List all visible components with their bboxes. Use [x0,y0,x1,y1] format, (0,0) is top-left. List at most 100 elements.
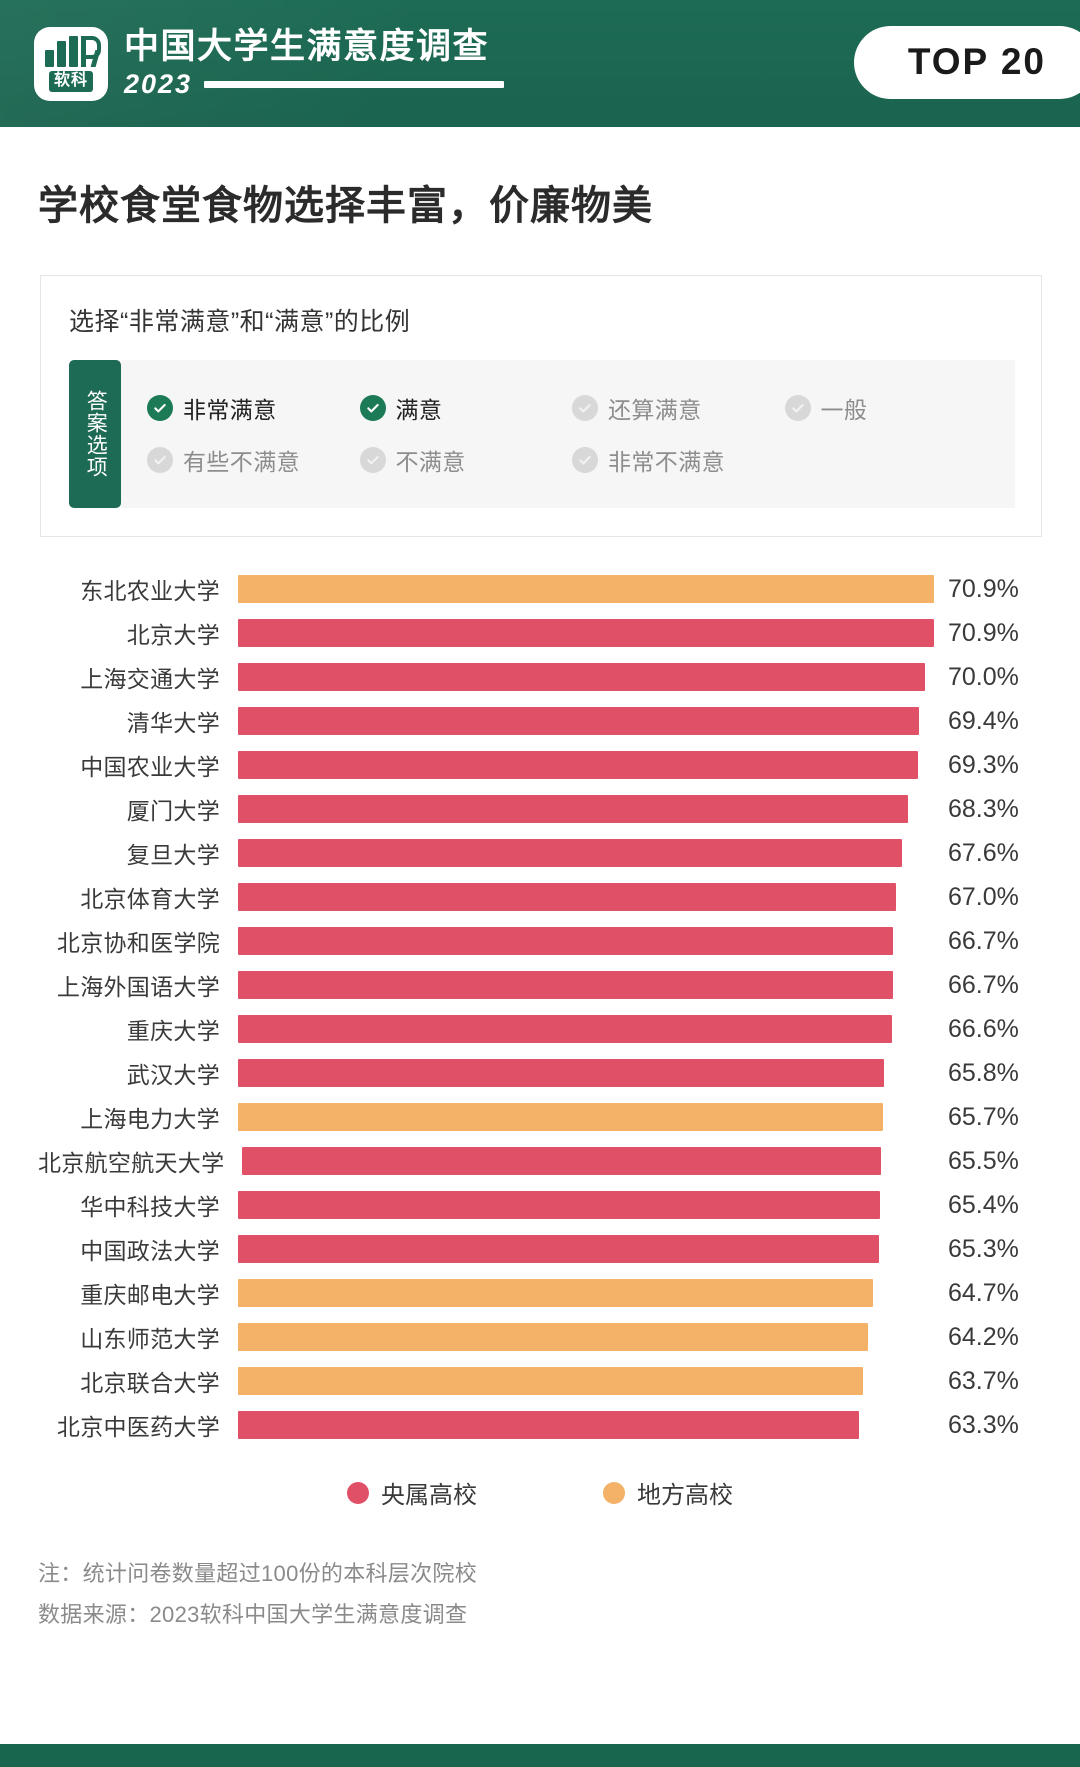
answer-options-tag: 答案选项 [69,360,121,508]
option-5[interactable]: 有些不满意 [147,434,360,486]
chart-row: 山东师范大学 64.2% [38,1315,1044,1359]
chart-value-label: 70.0% [948,662,1019,691]
chart-bar-track [238,707,934,735]
chart-bar [238,927,893,955]
chart-row: 华中科技大学 65.4% [38,1183,1044,1227]
chart-bar [238,1015,892,1043]
content-card: 学校食堂食物选择丰富，价廉物美 选择“非常满意”和“满意”的比例 答案选项 非常… [0,127,1080,1744]
chart-row: 北京中医药大学 63.3% [38,1403,1044,1447]
chart-bar [238,839,902,867]
check-circle-muted-icon [784,395,811,421]
chart-row: 厦门大学 68.3% [38,787,1044,831]
chart-bar-track [238,883,934,911]
chart-legend: 央属高校 地方高校 [0,1475,1080,1510]
option-7[interactable]: 非常不满意 [572,434,785,486]
chart-row: 上海电力大学 65.7% [38,1095,1044,1139]
chart-value-label: 64.7% [948,1278,1019,1307]
chart-row: 中国政法大学 65.3% [38,1227,1044,1271]
chart-category-label: 山东师范大学 [80,1326,220,1352]
logo-word: 软科 [48,70,93,93]
chart-bar-track [238,839,934,867]
chart-category-label: 北京航空航天大学 [38,1150,225,1176]
chart-bar-track [238,1103,934,1131]
page-title: 学校食堂食物选择丰富，价廉物美 [38,184,653,228]
bar-chart-icon [45,35,101,67]
chart-row: 北京大学 70.9% [38,611,1044,655]
chart-value-label: 70.9% [948,618,1019,647]
chart-row: 上海外国语大学 66.7% [38,963,1044,1007]
chart-value-label: 70.9% [948,574,1019,603]
chart-row: 北京联合大学 63.7% [38,1359,1044,1403]
legend-color-dot [347,1481,369,1504]
chart-bar [238,1367,864,1395]
chart-category-label: 复旦大学 [126,842,220,868]
chart-category-label: 北京协和医学院 [56,930,220,956]
chart-bar-track [242,1147,934,1175]
chart-row: 复旦大学 67.6% [38,831,1044,875]
check-circle-filled-icon [359,395,386,421]
top-rank-badge: TOP 20 [853,26,1080,99]
chart-category-label: 北京体育大学 [80,886,220,912]
chart-bar-track [238,1235,934,1263]
chart-category-label: 上海电力大学 [80,1106,220,1132]
chart-value-label: 65.4% [948,1190,1019,1219]
chart-value-label: 65.5% [948,1146,1019,1175]
footnote-line: 注：统计问卷数量超过100份的本科层次院校 [38,1561,478,1586]
chart-value-label: 67.0% [948,882,1019,911]
ruanke-logo-icon: 软科 [34,26,108,101]
chart-bar [238,575,934,603]
brand-subline: 2023 [124,69,505,100]
chart-value-label: 69.3% [948,750,1019,779]
chart-bar [238,1323,869,1351]
chart-bar-track [238,619,934,647]
option-3[interactable]: 还算满意 [572,382,785,434]
chart-value-label: 64.2% [948,1322,1019,1351]
chart-bar [238,1279,874,1307]
chart-value-label: 66.7% [948,926,1019,955]
brand-year: 2023 [124,69,193,100]
legend-label: 地方高校 [637,1482,733,1509]
chart-value-label: 66.6% [948,1014,1019,1043]
option-label: 不满意 [395,449,466,475]
chart-row: 中国农业大学 69.3% [38,743,1044,787]
option-6[interactable]: 不满意 [359,434,573,486]
chart-category-label: 东北农业大学 [80,578,220,604]
chart-row: 北京体育大学 67.0% [38,875,1044,919]
chart-category-label: 北京联合大学 [80,1370,220,1396]
option-2[interactable]: 满意 [359,382,573,434]
chart-row: 北京协和医学院 66.7% [38,919,1044,963]
chart-bar [238,1235,880,1263]
option-label: 有些不满意 [183,449,300,475]
chart-bar [238,1059,884,1087]
chart-bar [242,1147,882,1175]
chart-bar [238,1103,883,1131]
option-label: 非常满意 [183,397,277,423]
chart-category-label: 厦门大学 [126,798,220,824]
chart-value-label: 63.7% [948,1366,1019,1395]
check-circle-muted-icon [359,447,386,473]
check-circle-muted-icon [572,447,598,473]
option-1[interactable]: 非常满意 [147,382,360,434]
chart-value-label: 65.8% [948,1058,1019,1087]
options-question: 选择“非常满意”和“满意”的比例 [69,308,411,336]
check-circle-muted-icon [572,395,598,421]
chart-category-label: 华中科技大学 [80,1194,220,1220]
letter-r-icon [81,35,101,67]
check-circle-filled-icon [147,395,173,421]
legend-item-1: 央属高校 [347,1475,477,1510]
chart-row: 重庆邮电大学 64.7% [38,1271,1044,1315]
legend-item-2: 地方高校 [603,1475,733,1510]
chart-value-label: 67.6% [948,838,1019,867]
chart-category-label: 清华大学 [126,710,220,736]
option-label: 满意 [395,397,443,423]
chart-value-label: 63.3% [948,1410,1019,1439]
chart-bar-track [238,1191,934,1219]
chart-category-label: 中国政法大学 [80,1238,220,1264]
chart-bar-track [238,1323,934,1351]
chart-bar [238,663,926,691]
brand-text: 中国大学生满意度调查 2023 [124,28,505,100]
chart-bar [238,971,893,999]
chart-bar-track [238,1411,934,1439]
option-4[interactable]: 一般 [784,382,998,434]
